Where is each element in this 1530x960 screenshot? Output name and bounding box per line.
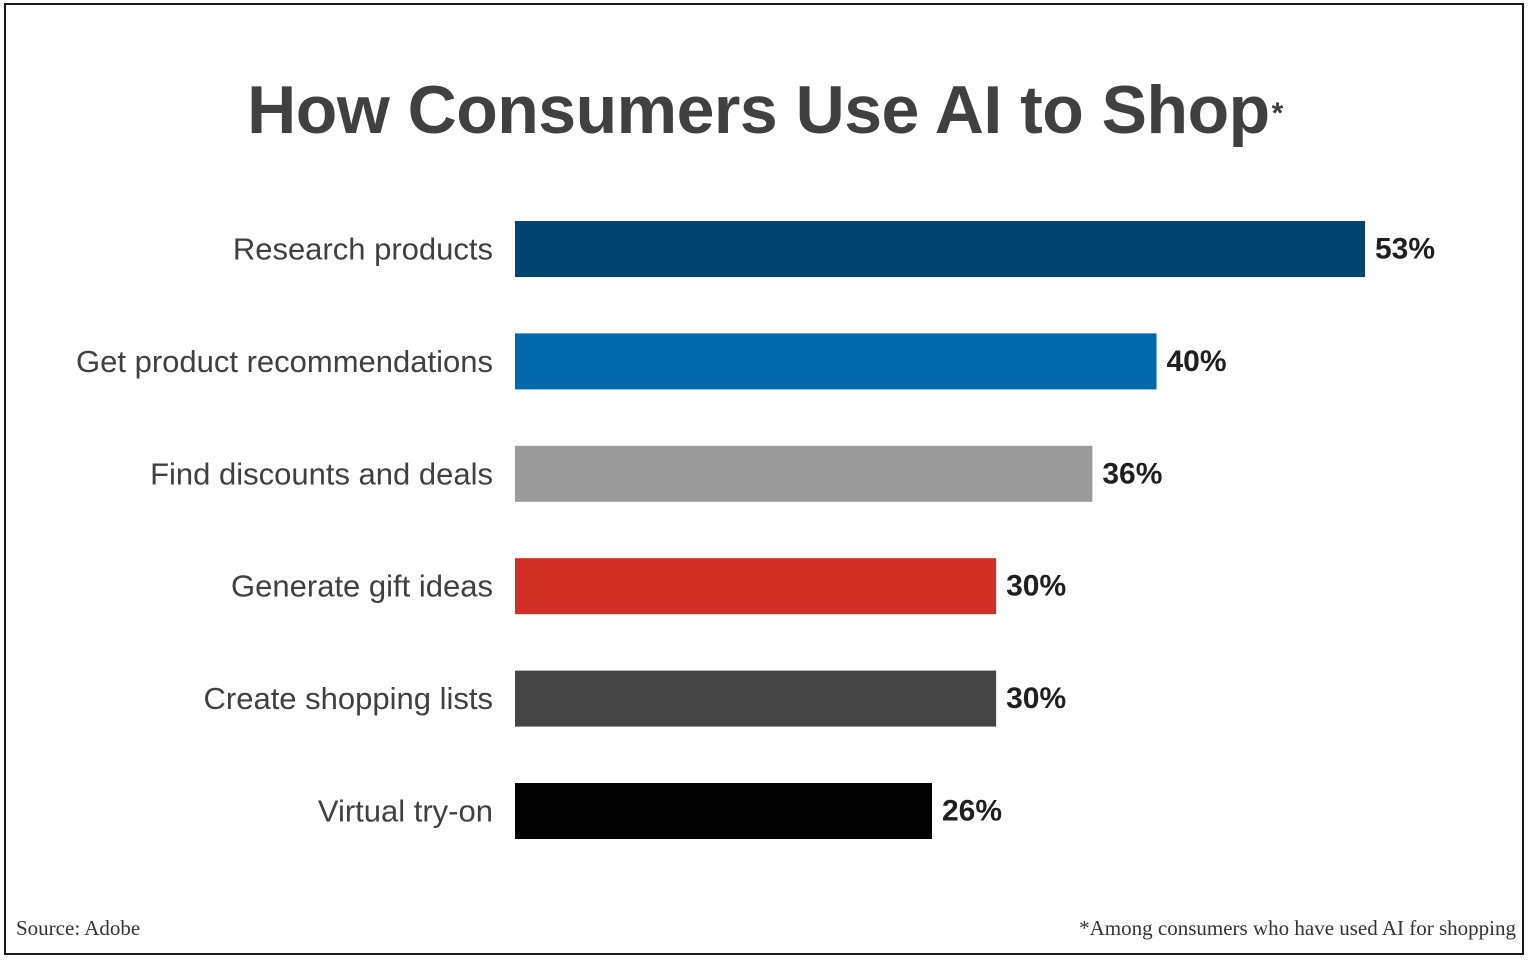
- footnote: *Among consumers who have used AI for sh…: [1079, 916, 1516, 940]
- value-label: 30%: [1006, 570, 1066, 603]
- category-label: Find discounts and deals: [150, 456, 493, 491]
- category-label: Virtual try-on: [318, 794, 493, 829]
- chart-title: How Consumers Use AI to Shop*: [0, 70, 1530, 154]
- category-label: Create shopping lists: [204, 681, 494, 716]
- bar: [515, 670, 997, 727]
- bar: [515, 221, 1365, 277]
- chart-title-text: How Consumers Use AI to Shop: [247, 72, 1270, 148]
- value-label: 36%: [1102, 457, 1162, 490]
- category-label: Generate gift ideas: [231, 569, 493, 604]
- value-label: 53%: [1375, 233, 1435, 266]
- category-label: Research products: [233, 232, 493, 267]
- bar: [515, 333, 1157, 390]
- value-label: 30%: [1006, 682, 1066, 715]
- title-asterisk: *: [1271, 97, 1284, 130]
- bar: [515, 445, 1093, 502]
- value-label: 40%: [1167, 345, 1227, 378]
- category-label: Get product recommendations: [76, 344, 493, 379]
- bar: [515, 558, 997, 615]
- bar: [515, 783, 932, 839]
- source-note: Source: Adobe: [16, 916, 141, 940]
- value-label: 26%: [942, 795, 1002, 828]
